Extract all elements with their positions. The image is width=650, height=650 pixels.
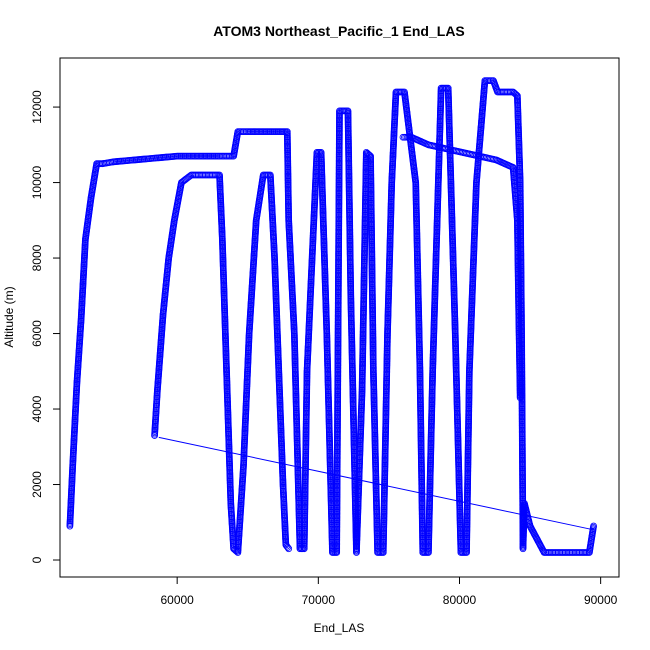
chart-title: ATOM3 Northeast_Pacific_1 End_LAS xyxy=(213,23,465,39)
plot-marks xyxy=(66,77,597,556)
